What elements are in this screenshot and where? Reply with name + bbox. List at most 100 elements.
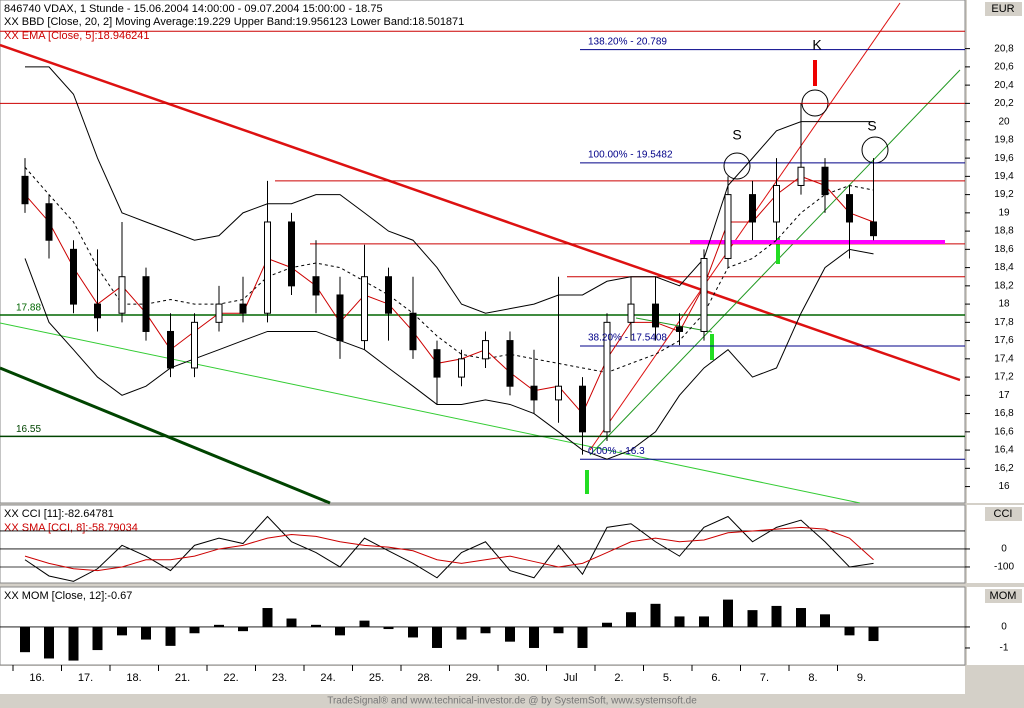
y-tick-label: 17,8 xyxy=(994,317,1014,328)
bar xyxy=(699,616,709,627)
fib-label: 100.00% - 19.5482 xyxy=(588,149,673,160)
bar xyxy=(262,608,273,627)
bar xyxy=(577,626,588,648)
candle-body xyxy=(555,385,562,401)
channel-line xyxy=(589,69,961,456)
y-tick-label: 17,6 xyxy=(994,335,1014,346)
bar xyxy=(238,626,248,632)
bar xyxy=(432,626,442,648)
y-tick-label: 20,4 xyxy=(994,80,1014,91)
candle-body xyxy=(336,294,344,342)
candle-body xyxy=(118,276,126,314)
indicator-line xyxy=(24,175,874,415)
y-tick-label: 18 xyxy=(998,299,1010,310)
indicator-line xyxy=(24,166,874,374)
candle-body xyxy=(676,326,683,332)
bar xyxy=(286,618,297,627)
candle-body xyxy=(724,194,732,259)
bar xyxy=(868,626,879,642)
x-tick-label: 21. xyxy=(175,672,190,684)
x-tick-label: 2. xyxy=(614,672,623,684)
channel-line xyxy=(635,317,713,333)
indicator-label: XX BBD [Close, 20, 2] Moving Average:19.… xyxy=(4,16,464,28)
x-tick-label: 28. xyxy=(417,672,432,684)
x-tick-label: 17. xyxy=(78,672,93,684)
candle-body xyxy=(70,248,77,305)
candle-body xyxy=(627,303,635,323)
y-tick-label: 18,6 xyxy=(994,244,1014,255)
bar xyxy=(383,626,394,630)
channel-line xyxy=(589,2,901,451)
axis-label-box xyxy=(985,2,1022,16)
y-tick-label: 18,8 xyxy=(994,226,1014,237)
candle-body xyxy=(215,303,223,323)
bar xyxy=(20,626,30,653)
bar xyxy=(626,612,636,627)
date-axis xyxy=(0,666,965,694)
indicator-label: XX CCI [11]:-82.64781 xyxy=(4,508,114,520)
candle-body xyxy=(385,276,392,314)
candle-body xyxy=(312,276,320,296)
axis-label: EUR xyxy=(991,3,1014,15)
candle-body xyxy=(288,221,295,287)
bar xyxy=(359,620,370,627)
y-tick-label: -100 xyxy=(994,562,1014,573)
candle-body xyxy=(45,203,53,241)
bar xyxy=(456,626,467,640)
axis-label-box xyxy=(985,507,1022,521)
bar xyxy=(214,624,224,627)
candle-body xyxy=(458,358,465,378)
bar xyxy=(602,622,612,627)
price-axis xyxy=(967,0,1024,503)
panel-layer xyxy=(0,599,965,661)
y-tick-label: 17,2 xyxy=(994,372,1014,383)
bar xyxy=(505,626,515,642)
panel-layer xyxy=(0,30,965,460)
indicator-line xyxy=(24,526,874,572)
bar xyxy=(553,626,564,634)
candle-body xyxy=(749,194,756,223)
x-tick-label: 18. xyxy=(126,672,141,684)
x-tick-label: 29. xyxy=(466,672,481,684)
candle-body xyxy=(167,330,174,369)
bar xyxy=(44,626,54,659)
fib-label: 38.20% - 17.5408 xyxy=(588,333,667,344)
candle-body xyxy=(142,276,150,332)
bar xyxy=(820,614,830,627)
candle-body xyxy=(652,303,659,328)
bar xyxy=(480,626,491,634)
candle-body xyxy=(94,303,101,319)
pattern-label: S xyxy=(732,127,741,143)
y-tick-label: 19,2 xyxy=(994,189,1014,200)
candle-body xyxy=(579,385,586,433)
y-tick-label: 16,4 xyxy=(994,445,1014,456)
candle-body xyxy=(264,221,271,314)
indicator-label: XX EMA [Close, 5]:18.946241 xyxy=(4,30,150,42)
axis-label-box xyxy=(985,589,1022,603)
bar xyxy=(141,626,151,640)
bar xyxy=(408,626,418,638)
bar xyxy=(747,610,758,627)
bar xyxy=(771,605,782,627)
indicator-line xyxy=(24,248,874,460)
y-tick-label: 17 xyxy=(998,390,1010,401)
candle-body xyxy=(433,349,441,378)
bar xyxy=(165,626,176,646)
candle-body xyxy=(482,340,489,360)
y-tick-label: 19,8 xyxy=(994,135,1014,146)
candle-body xyxy=(409,312,417,351)
y-tick-label: 20,8 xyxy=(994,43,1014,54)
y-tick-label: 16,8 xyxy=(994,408,1014,419)
x-tick-label: 9. xyxy=(857,672,866,684)
y-tick-label: 18,4 xyxy=(994,262,1014,273)
price-panel xyxy=(0,0,966,504)
y-tick-label: -1 xyxy=(1000,643,1009,654)
trendline xyxy=(0,366,331,505)
axis-label: MOM xyxy=(990,590,1017,602)
cci-panel xyxy=(0,504,966,584)
y-tick-label: 16,6 xyxy=(994,426,1014,437)
candle-body xyxy=(797,166,805,186)
bar xyxy=(796,608,806,627)
